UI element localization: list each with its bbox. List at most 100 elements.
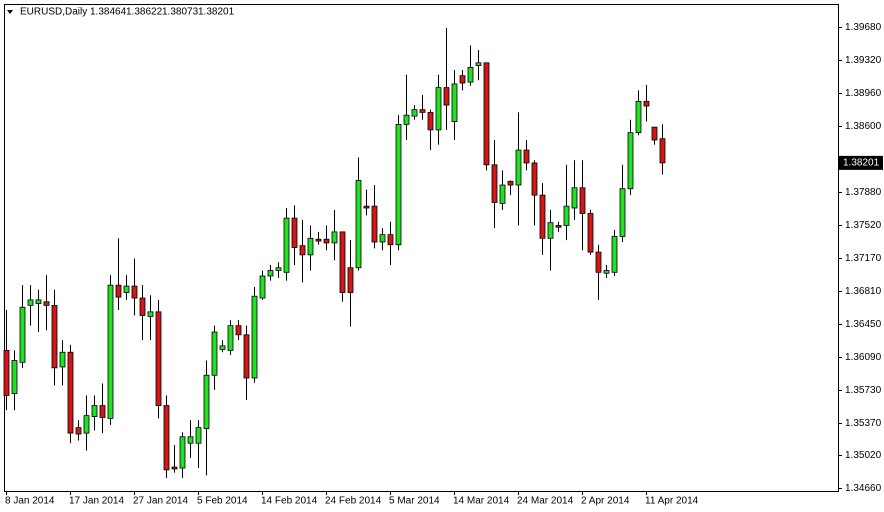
candle-body <box>379 234 386 243</box>
candle-body <box>195 427 202 444</box>
candle-body <box>35 299 42 304</box>
candle-body <box>515 149 522 186</box>
candle-body <box>387 234 394 246</box>
candle-body <box>243 334 250 379</box>
candle-body <box>67 351 74 434</box>
chart-title: EURUSD,Daily <box>20 7 87 18</box>
candle-body <box>11 360 18 394</box>
x-tick-label: 5 Mar 2014 <box>389 496 440 507</box>
candle-body <box>539 194 546 239</box>
candle-body <box>579 187 586 214</box>
candle-body <box>467 67 474 83</box>
candle-body <box>475 62 482 66</box>
y-tick-label: 1.35020 <box>845 450 882 461</box>
candle-body <box>51 304 58 369</box>
x-tick-label: 11 Apr 2014 <box>645 496 699 507</box>
candle-body <box>371 205 378 243</box>
candle-body <box>555 225 562 228</box>
x-tick-label: 17 Jan 2014 <box>69 496 124 507</box>
candle-body <box>19 306 26 363</box>
candle-body <box>323 238 330 244</box>
candle-body <box>187 436 194 444</box>
candle-body <box>259 275 266 299</box>
candle-body <box>91 405 98 417</box>
y-tick-label: 1.37880 <box>845 187 882 198</box>
candle-body <box>75 427 82 435</box>
current-price: 1.38201 <box>843 158 880 169</box>
candle-body <box>395 123 402 246</box>
header-low: 1.38073 <box>162 7 199 18</box>
y-tick-label: 1.35730 <box>845 385 882 396</box>
candle-body <box>611 236 618 273</box>
candle-body <box>291 217 298 248</box>
y-tick-label: 1.36810 <box>845 286 882 297</box>
candle-body <box>99 405 106 418</box>
candle-body <box>627 132 634 190</box>
candle-body <box>3 350 10 396</box>
candle-body <box>123 285 130 293</box>
candle-body <box>275 267 282 271</box>
candle-body <box>307 237 314 256</box>
x-tick-label: 5 Feb 2014 <box>197 496 248 507</box>
x-tick-label: 14 Feb 2014 <box>261 496 318 507</box>
price-box <box>839 155 883 170</box>
candle-body <box>179 436 186 469</box>
candle-body <box>227 325 234 351</box>
candle-body <box>563 205 570 226</box>
candle-body <box>459 75 466 84</box>
header-open: 1.38464 <box>90 7 127 18</box>
candle-body <box>619 188 626 237</box>
y-tick-label: 1.37520 <box>845 220 882 231</box>
candle-body <box>595 251 602 273</box>
candle-body <box>107 284 114 419</box>
x-tick-label: 27 Jan 2014 <box>133 496 188 507</box>
candle-body <box>603 270 610 274</box>
x-tick-label: 24 Mar 2014 <box>517 496 574 507</box>
candle-body <box>347 267 354 293</box>
candle-body <box>443 87 450 106</box>
x-tick-label: 2 Apr 2014 <box>581 496 630 507</box>
header-high: 1.38622 <box>126 7 163 18</box>
candle-body <box>419 109 426 113</box>
candle-body <box>531 162 538 196</box>
candle-body <box>355 180 362 269</box>
candle-body <box>267 270 274 277</box>
candle-body <box>571 187 578 209</box>
candle-body <box>203 374 210 429</box>
candle-body <box>499 184 506 204</box>
candle-body <box>339 231 346 293</box>
x-tick-label: 14 Mar 2014 <box>453 496 510 507</box>
y-tick-label: 1.34660 <box>845 483 882 494</box>
candle-body <box>507 180 514 186</box>
candle-body <box>251 295 258 379</box>
candle-body <box>299 245 306 256</box>
candle-body <box>115 284 122 298</box>
candle-body <box>587 213 594 253</box>
candle-body <box>163 405 170 471</box>
candle-body <box>235 325 242 336</box>
candle-body <box>403 114 410 125</box>
candle-body <box>635 101 642 134</box>
candle-body <box>643 101 650 107</box>
candle-body <box>363 205 370 209</box>
candle-body <box>43 301 50 306</box>
y-tick-label: 1.37170 <box>845 253 882 264</box>
y-tick-label: 1.39680 <box>845 22 882 33</box>
candle-body <box>651 126 658 141</box>
x-tick-label: 24 Feb 2014 <box>325 496 382 507</box>
candle-body <box>483 62 490 166</box>
y-tick-label: 1.36450 <box>845 319 882 330</box>
menu-arrow <box>7 10 13 14</box>
y-tick-label: 1.36090 <box>845 352 882 363</box>
y-tick-label: 1.39320 <box>845 55 882 66</box>
candle-body <box>659 138 666 164</box>
candle-body <box>59 351 66 368</box>
candle-body <box>219 345 226 350</box>
y-tick-label: 1.35370 <box>845 418 882 429</box>
candle-body <box>211 331 218 376</box>
candle-body <box>435 87 442 131</box>
candle-body <box>411 109 418 117</box>
candle-body <box>523 149 530 164</box>
